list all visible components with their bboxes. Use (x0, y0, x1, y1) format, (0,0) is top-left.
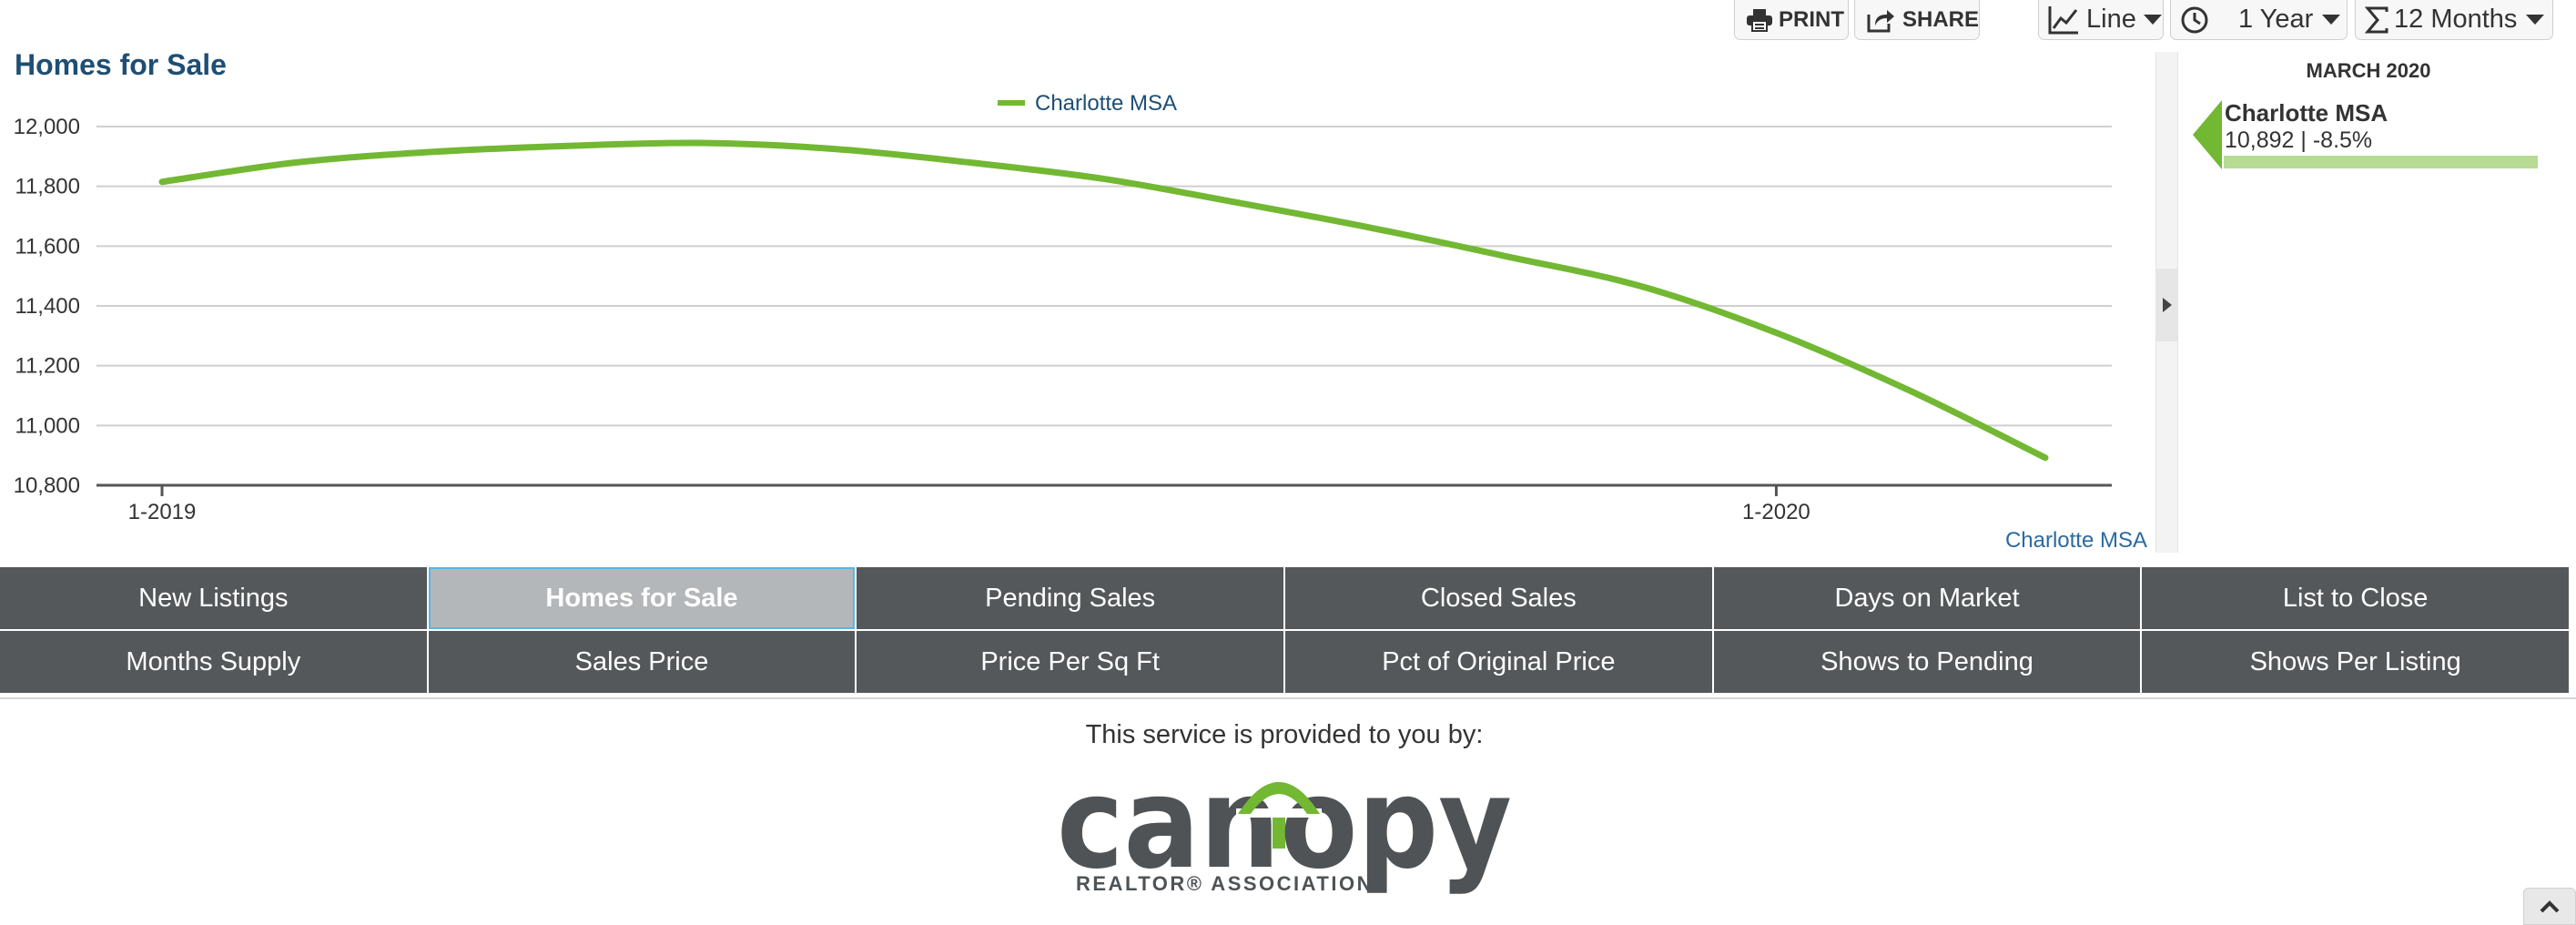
data-point[interactable] (556, 137, 574, 155)
chart-type-select[interactable]: Line (2038, 0, 2164, 40)
side-panel-toggle[interactable] (2156, 269, 2177, 341)
metric-button-days-on-market[interactable]: Days on Market (1713, 567, 2141, 629)
share-icon (1866, 7, 1895, 33)
print-label: PRINT (1779, 6, 1844, 32)
data-point[interactable] (1364, 219, 1382, 238)
svg-text:REALTOR® ASSOCIATION: REALTOR® ASSOCIATION (1076, 872, 1374, 894)
y-tick-label: 12,000 (14, 115, 80, 139)
svg-text:canopy: canopy (1057, 757, 1512, 894)
side-panel-toggle-strip (2155, 52, 2178, 553)
legend-label: Charlotte MSA (1035, 91, 1177, 116)
x-tick-label: 1-2019 (128, 500, 197, 524)
series-line-0 (158, 139, 2049, 462)
rolling-period-label: 12 Months (2394, 5, 2518, 34)
metric-button-homes-for-sale[interactable]: Homes for Sale (428, 567, 856, 629)
clock-icon (2180, 5, 2209, 35)
metric-button-pct-of-original-price[interactable]: Pct of Original Price (1284, 631, 1712, 693)
detail-panel: MARCH 2020 Charlotte MSA 10,892 | -8.5% (2177, 52, 2576, 553)
metric-button-list-to-close[interactable]: List to Close (2142, 567, 2569, 629)
chevron-up-icon (2540, 900, 2560, 912)
y-tick-label: 11,400 (15, 294, 80, 319)
data-point[interactable] (153, 173, 171, 191)
sigma-icon (2365, 6, 2388, 34)
chevron-down-icon (2526, 15, 2545, 25)
caret-right-icon (2162, 298, 2172, 312)
y-tick-label: 11,600 (15, 234, 80, 259)
metric-button-price-per-sq-ft[interactable]: Price Per Sq Ft (857, 631, 1283, 693)
time-range-label: 1 Year (2238, 5, 2314, 34)
x-tick-label: 1-2020 (1742, 500, 1810, 524)
detail-series-bar (2224, 156, 2538, 168)
chart-title: Homes for Sale (15, 48, 227, 81)
rolling-period-select[interactable]: 12 Months (2355, 0, 2553, 40)
y-tick-label: 11,200 (15, 354, 80, 379)
time-range-select[interactable]: 1 Year (2170, 0, 2348, 40)
detail-period: MARCH 2020 (2306, 59, 2431, 82)
chevron-down-icon (2322, 15, 2341, 25)
y-tick-label: 10,800 (14, 473, 80, 498)
metric-button-sales-price[interactable]: Sales Price (428, 631, 856, 693)
detail-series-name: Charlotte MSA (2225, 99, 2388, 127)
data-point[interactable] (691, 134, 709, 152)
divider (0, 697, 2576, 699)
line-chart-icon (2048, 5, 2079, 35)
print-button[interactable]: PRINT (1734, 0, 1849, 40)
line-chart: 12,000 11,800 11,600 11,400 11,200 11,000 10,8… (14, 91, 2147, 553)
chevron-down-icon (2143, 15, 2162, 25)
metric-button-new-listings[interactable]: New Listings (0, 567, 427, 629)
metric-button-closed-sales[interactable]: Closed Sales (1284, 567, 1712, 629)
data-point[interactable] (960, 153, 979, 171)
share-label: SHARE (1902, 6, 1980, 32)
data-point[interactable] (1229, 194, 1247, 212)
metric-selector-grid: New Listings Homes for Sale Pending Sales C… (0, 567, 2569, 693)
data-point[interactable] (1498, 248, 1516, 266)
chart-source-link[interactable]: Charlotte MSA (2005, 528, 2147, 553)
data-point[interactable] (1633, 278, 1651, 296)
series-pointer-icon (2193, 100, 2222, 169)
data-point[interactable] (422, 143, 441, 161)
provided-by-text: This service is provided to you by: (1085, 720, 1484, 749)
data-point[interactable] (826, 140, 844, 158)
y-tick-label: 11,000 (15, 413, 80, 438)
share-button[interactable]: SHARE (1854, 0, 1980, 40)
data-point[interactable] (1902, 382, 1920, 401)
data-point[interactable] (1095, 169, 1113, 188)
metric-button-shows-to-pending[interactable]: Shows to Pending (1713, 631, 2141, 693)
data-point[interactable] (1767, 324, 1785, 342)
detail-series-values: 10,892 | -8.5% (2225, 127, 2373, 153)
y-tick-label: 11,800 (15, 175, 80, 199)
data-point[interactable] (288, 153, 306, 171)
metric-button-months-supply[interactable]: Months Supply (0, 631, 427, 693)
metric-button-shows-per-listing[interactable]: Shows Per Listing (2142, 631, 2569, 693)
metric-button-pending-sales[interactable]: Pending Sales (857, 567, 1283, 629)
scroll-to-top-button[interactable] (2523, 888, 2576, 925)
printer-icon (1746, 8, 1773, 32)
chart-type-label: Line (2086, 5, 2136, 34)
data-point[interactable] (2036, 449, 2054, 467)
canopy-logo: canopy REALTOR® ASSOCIATION (1057, 757, 1512, 894)
